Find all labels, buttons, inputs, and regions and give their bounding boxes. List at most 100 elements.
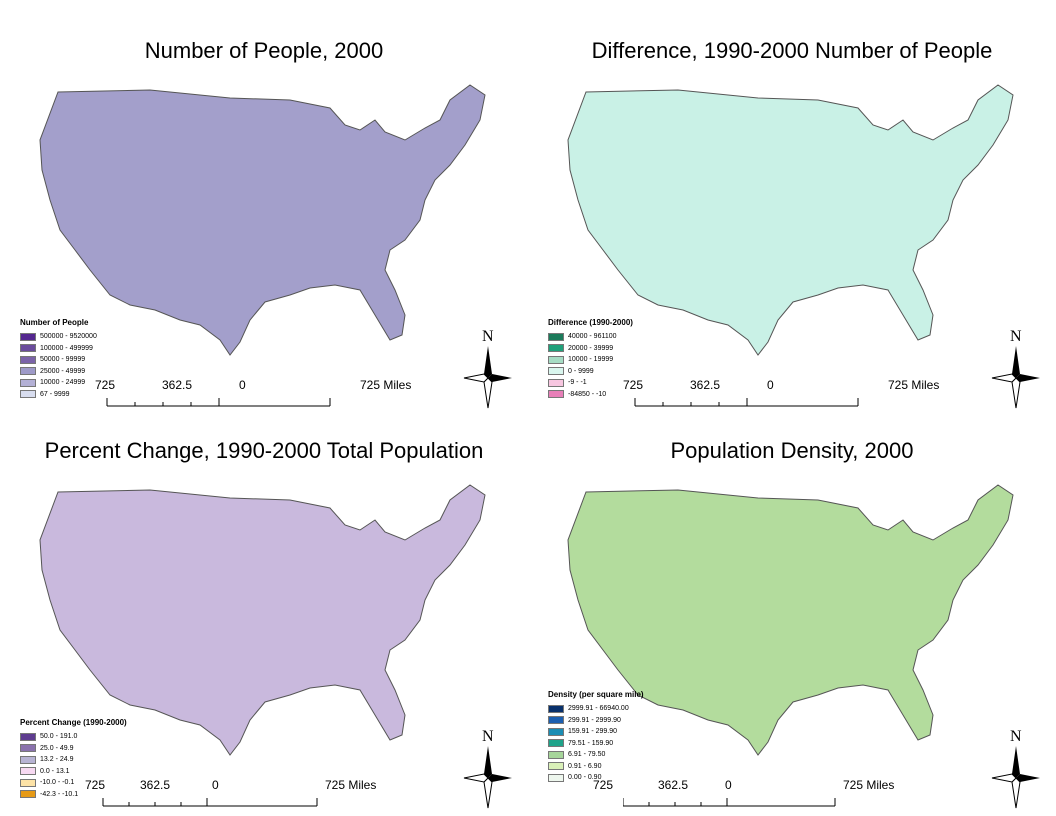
scale-bar: 725 362.5 0 725 Miles	[593, 778, 923, 808]
legend-label: -42.3 - -10.1	[40, 790, 79, 798]
us-county-map	[39, 84, 486, 356]
compass-icon	[463, 346, 512, 409]
compass-icon	[991, 746, 1040, 809]
legend-swatch	[20, 744, 36, 753]
map-legend: Number of People 500000 - 9520000 100000 …	[20, 318, 97, 400]
compass-icon	[463, 746, 512, 809]
legend-item: 299.91 - 2999.90	[548, 715, 644, 727]
legend-label: 0.00 - 0.90	[568, 774, 602, 782]
legend-item: 67 - 9999	[20, 389, 97, 401]
scale-label-right: 725 Miles	[360, 378, 412, 392]
scale-label-right: 725 Miles	[843, 778, 895, 792]
north-arrow: N	[462, 728, 514, 810]
legend-item: -42.3 - -10.1	[20, 789, 127, 801]
legend-item: 50.0 - 191.0	[20, 731, 127, 743]
legend-item: 159.91 - 299.90	[548, 726, 644, 738]
scale-label-right: 725 Miles	[325, 778, 377, 792]
legend-label: -10.0 - -0.1	[40, 779, 75, 787]
legend-item: 0.91 - 6.90	[548, 761, 644, 773]
legend-item: 13.2 - 24.9	[20, 754, 127, 766]
legend-swatch	[20, 367, 36, 376]
map-legend: Percent Change (1990-2000) 50.0 - 191.0 2…	[20, 718, 127, 800]
scale-bar-ticks	[102, 798, 318, 807]
legend-label: 0 - 9999	[568, 367, 594, 375]
scale-label-left: 725	[593, 778, 614, 792]
legend-item: 40000 - 961100	[548, 331, 633, 343]
legend-item: -84850 - -10	[548, 389, 633, 401]
legend-item: 2999.91 - 66940.00	[548, 703, 644, 715]
legend-item: -10.0 - -0.1	[20, 777, 127, 789]
north-letter: N	[482, 328, 494, 345]
legend-swatch	[548, 739, 564, 748]
legend-title: Number of People	[20, 318, 89, 327]
map-us-outline	[39, 84, 486, 356]
legend-swatch	[20, 355, 36, 364]
legend-swatch	[548, 773, 564, 782]
legend-label: 25.0 - 49.9	[40, 744, 74, 752]
legend-item: 0.00 - 0.90	[548, 772, 644, 784]
legend-swatch	[20, 732, 36, 741]
scale-bar: 725 362.5 0 725 Miles	[85, 778, 395, 808]
map-panel-number-of-people: Number of People, 2000 Number of People …	[0, 0, 528, 410]
legend-label: 20000 - 39999	[568, 344, 614, 352]
scale-bar: 725 362.5 0 725 Miles	[95, 378, 411, 408]
scale-bar-ticks	[634, 398, 859, 407]
legend-label: 0.91 - 6.90	[568, 762, 602, 770]
legend-item: -9 - -1	[548, 377, 633, 389]
legend-swatch	[548, 750, 564, 759]
legend-swatch	[548, 390, 564, 399]
legend-label: 0.0 - 13.1	[40, 767, 70, 775]
legend-label: 13.2 - 24.9	[40, 756, 74, 764]
legend-item: 0 - 9999	[548, 366, 633, 378]
legend-swatch	[20, 378, 36, 387]
scale-label-zero: 0	[212, 778, 219, 792]
legend-swatch	[548, 727, 564, 736]
map-title: Percent Change, 1990-2000 Total Populati…	[44, 438, 484, 463]
legend-swatch	[20, 790, 36, 799]
legend-label: 10000 - 24999	[40, 379, 86, 387]
legend-title: Difference (1990-2000)	[548, 318, 633, 327]
legend-label: 100000 - 499999	[40, 344, 93, 352]
north-letter: N	[1010, 728, 1022, 745]
legend-swatch	[20, 332, 36, 341]
legend-item: 500000 - 9520000	[20, 331, 97, 343]
legend-label: 67 - 9999	[40, 390, 70, 398]
us-county-map	[567, 84, 1014, 356]
legend-item: 20000 - 39999	[548, 343, 633, 355]
scale-label-left: 725	[85, 778, 106, 792]
legend-item: 10000 - 24999	[20, 377, 97, 389]
map-us-outline	[567, 84, 1014, 356]
legend-item: 0.0 - 13.1	[20, 766, 127, 778]
scale-bar-ticks	[623, 798, 836, 807]
legend-swatch	[548, 378, 564, 387]
legend-title: Density (per square mile)	[548, 690, 644, 699]
legend-item: 25.0 - 49.9	[20, 743, 127, 755]
legend-swatch	[548, 344, 564, 353]
legend-swatch	[20, 767, 36, 776]
legend-label: 79.51 - 159.90	[568, 739, 614, 747]
map-panel-difference: Difference, 1990-2000 Number of People D…	[528, 0, 1056, 409]
legend-swatch	[20, 344, 36, 353]
us-county-map	[39, 484, 486, 756]
north-letter: N	[1010, 328, 1022, 345]
legend-swatch	[548, 704, 564, 713]
scale-label-right: 725 Miles	[888, 378, 940, 392]
legend-swatch	[548, 716, 564, 725]
legend-item: 10000 - 19999	[548, 354, 633, 366]
scale-label-zero: 0	[725, 778, 732, 792]
legend-item: 6.91 - 79.50	[548, 749, 644, 761]
legend-label: 299.91 - 2999.90	[568, 716, 621, 724]
legend-label: 2999.91 - 66940.00	[568, 705, 629, 713]
map-title: Number of People, 2000	[144, 38, 384, 63]
legend-label: 50.0 - 191.0	[40, 733, 78, 741]
scale-label-mid: 362.5	[658, 778, 689, 792]
scale-bar: 725 362.5 0 725 Miles	[623, 378, 939, 408]
scale-label-mid: 362.5	[140, 778, 171, 792]
scale-label-zero: 0	[767, 378, 774, 392]
legend-title: Percent Change (1990-2000)	[20, 718, 127, 727]
legend-label: 159.91 - 299.90	[568, 728, 618, 736]
map-title: Population Density, 2000	[670, 438, 914, 463]
legend-swatch	[548, 355, 564, 364]
north-arrow: N	[462, 328, 514, 410]
north-arrow: N	[990, 728, 1042, 810]
